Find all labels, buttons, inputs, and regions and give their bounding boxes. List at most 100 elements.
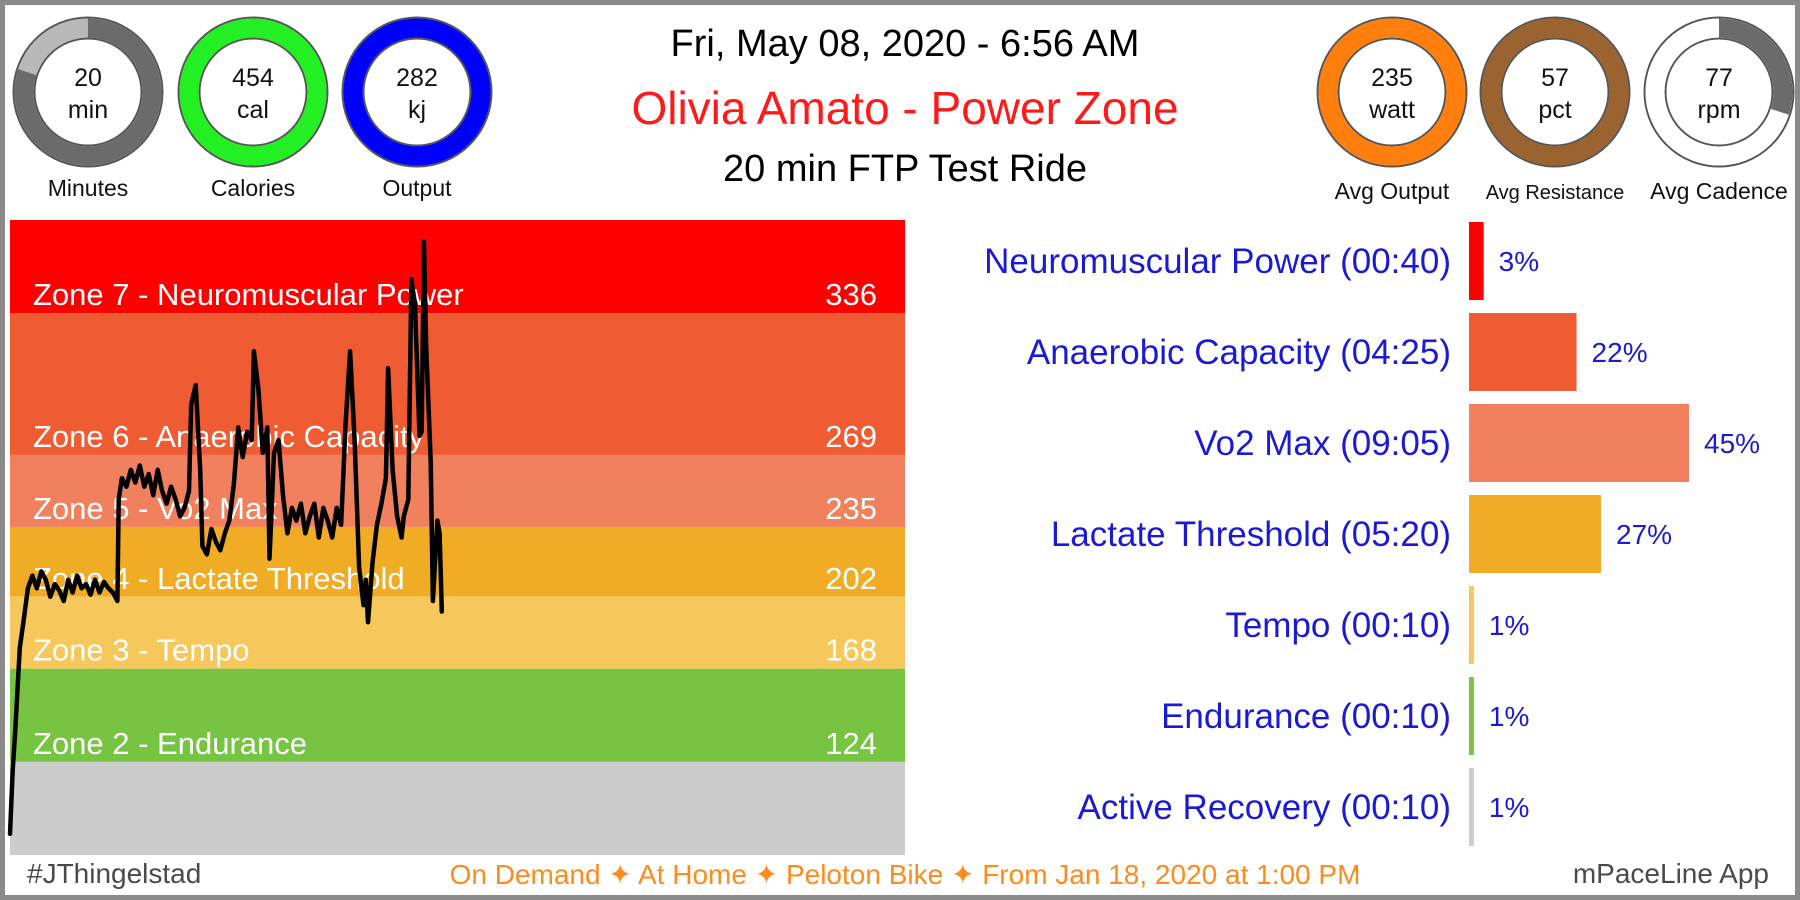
metric-label: Output <box>382 175 452 201</box>
metric-value: 282 <box>396 64 438 92</box>
footer-app-name: mPaceLine App <box>1572 858 1769 889</box>
zone-bar-category: Neuromuscular Power (00:40) <box>984 242 1451 281</box>
zone-bar <box>1469 222 1484 300</box>
ride-date: Fri, May 08, 2020 - 6:56 AM <box>670 23 1140 65</box>
ring-progress-arc <box>1481 18 1629 166</box>
metric-unit: watt <box>1368 96 1415 124</box>
zone-threshold-label: 168 <box>825 633 877 668</box>
ring-outer-border <box>1316 16 1468 168</box>
zone-band <box>10 596 905 669</box>
metric-ring-output: 282 kj Output <box>341 16 493 201</box>
instructor-title: Olivia Amato - Power Zone <box>631 82 1179 134</box>
zone-band <box>10 526 905 597</box>
zone-bar-category: Vo2 Max (09:05) <box>1194 424 1451 463</box>
zone-label: Zone 3 - Tempo <box>33 633 250 668</box>
zone-bar-category: Anaerobic Capacity (04:25) <box>1027 333 1451 372</box>
zone-label: Zone 7 - Neuromuscular Power <box>33 277 464 312</box>
zone-bar <box>1469 404 1689 482</box>
metric-ring-avg-cadence: 77 rpm Avg Cadence <box>1643 16 1795 204</box>
zone-bar <box>1469 313 1577 391</box>
zone-threshold-label: 202 <box>825 561 877 596</box>
zone-bar <box>1469 495 1601 573</box>
metric-value: 235 <box>1371 64 1413 92</box>
metric-unit: kj <box>408 96 426 124</box>
ring-outer-border <box>1643 16 1795 168</box>
metric-unit: cal <box>237 96 269 124</box>
ring-inner-border <box>362 37 472 147</box>
metric-value: 57 <box>1541 64 1569 92</box>
zone-threshold-label: 235 <box>825 491 877 526</box>
metric-unit: pct <box>1538 96 1571 124</box>
zone-band <box>10 313 905 455</box>
zone-label: Zone 5 - Vo2 Max <box>33 491 278 526</box>
zone-labels: Zone 7 - Neuromuscular Power 336 Zone 6 - … <box>33 277 877 761</box>
footer-ride-info: On Demand ✦ At Home ✦ Peloton Bike ✦ Fro… <box>449 859 1361 890</box>
zone-band <box>10 454 905 527</box>
metric-unit: min <box>68 96 108 124</box>
zone-bar-row: Tempo (00:10) 1% <box>1225 586 1529 664</box>
metric-ring-minutes: 20 min Minutes <box>12 16 164 201</box>
zone-bar-value: 3% <box>1499 246 1539 277</box>
ring-progress-arc <box>1318 18 1466 166</box>
ring-inner-border <box>1500 37 1610 147</box>
metric-label: Calories <box>211 175 295 201</box>
ring-inner-border <box>198 37 308 147</box>
ring-outer-border <box>12 16 164 168</box>
zone-bar-category: Active Recovery (00:10) <box>1078 788 1451 827</box>
zone-band <box>10 220 905 314</box>
zone-label: Zone 2 - Endurance <box>33 726 307 761</box>
zone-bar <box>1469 768 1474 846</box>
ring-outer-border <box>1479 16 1631 168</box>
zone-bar-row: Endurance (00:10) 1% <box>1161 677 1529 755</box>
metric-unit: rpm <box>1697 96 1740 124</box>
zone-bands <box>10 220 905 855</box>
zone-bar-value: 1% <box>1489 792 1529 823</box>
ring-outer-border <box>341 16 493 168</box>
ring-inner-border <box>1337 37 1447 147</box>
ring-progress-arc <box>179 18 327 166</box>
metric-label: Minutes <box>48 175 129 201</box>
ring-progress-arc <box>343 18 491 166</box>
metrics-group-right: 235 watt Avg Output 57 pct Avg Resistance 77 rp… <box>1316 16 1795 204</box>
ring-inner-border <box>33 37 143 147</box>
ring-inner-border <box>1664 37 1774 147</box>
zone-bar-value: 1% <box>1489 610 1529 641</box>
zone-bar <box>1469 677 1474 755</box>
metric-value: 77 <box>1705 64 1733 92</box>
metrics-group-left: 20 min Minutes 454 cal Calories 282 kj Output <box>12 16 493 201</box>
zone-bar-row: Vo2 Max (09:05) 45% <box>1194 404 1760 482</box>
power-zone-chart: Zone 7 - Neuromuscular Power 336 Zone 6 - … <box>7 220 905 855</box>
metric-label: Avg Cadence <box>1650 178 1788 204</box>
zone-threshold-label: 124 <box>825 726 877 761</box>
metric-ring-calories: 454 cal Calories <box>177 16 329 201</box>
zone-bar-row: Active Recovery (00:10) 1% <box>1078 768 1529 846</box>
ring-progress-arc <box>14 18 162 166</box>
ring-outer-border <box>177 16 329 168</box>
zone-label: Zone 6 - Anaerobic Capacity <box>33 419 425 454</box>
zone-bar-category: Endurance (00:10) <box>1161 697 1451 736</box>
zone-bar-category: Tempo (00:10) <box>1225 606 1451 645</box>
zone-time-bar-chart: Neuromuscular Power (00:40) 3% Anaerobic C… <box>984 222 1760 846</box>
zone-bar-row: Lactate Threshold (05:20) 27% <box>1051 495 1672 573</box>
ride-title: 20 min FTP Test Ride <box>723 148 1087 190</box>
zone-threshold-label: 336 <box>825 277 877 312</box>
metric-ring-avg-resistance: 57 pct Avg Resistance <box>1479 16 1631 204</box>
zone-bar-row: Neuromuscular Power (00:40) 3% <box>984 222 1539 300</box>
zone-bar <box>1469 586 1474 664</box>
metric-value: 20 <box>74 64 102 92</box>
zone-band <box>10 668 905 762</box>
metric-label: Avg Resistance <box>1486 182 1625 204</box>
footer-hashtag: #JThingelstad <box>27 858 202 889</box>
ring-progress-arc <box>1645 18 1793 166</box>
metric-value: 454 <box>232 64 274 92</box>
zone-band <box>10 761 905 855</box>
zone-bar-category: Lactate Threshold (05:20) <box>1051 515 1451 554</box>
zone-bar-row: Anaerobic Capacity (04:25) 22% <box>1027 313 1648 391</box>
zone-threshold-label: 269 <box>825 419 877 454</box>
zone-bar-value: 22% <box>1592 337 1648 368</box>
zone-bar-value: 27% <box>1616 519 1672 550</box>
zone-bar-value: 45% <box>1704 428 1760 459</box>
metric-ring-avg-output: 235 watt Avg Output <box>1316 16 1468 204</box>
zone-bar-value: 1% <box>1489 701 1529 732</box>
